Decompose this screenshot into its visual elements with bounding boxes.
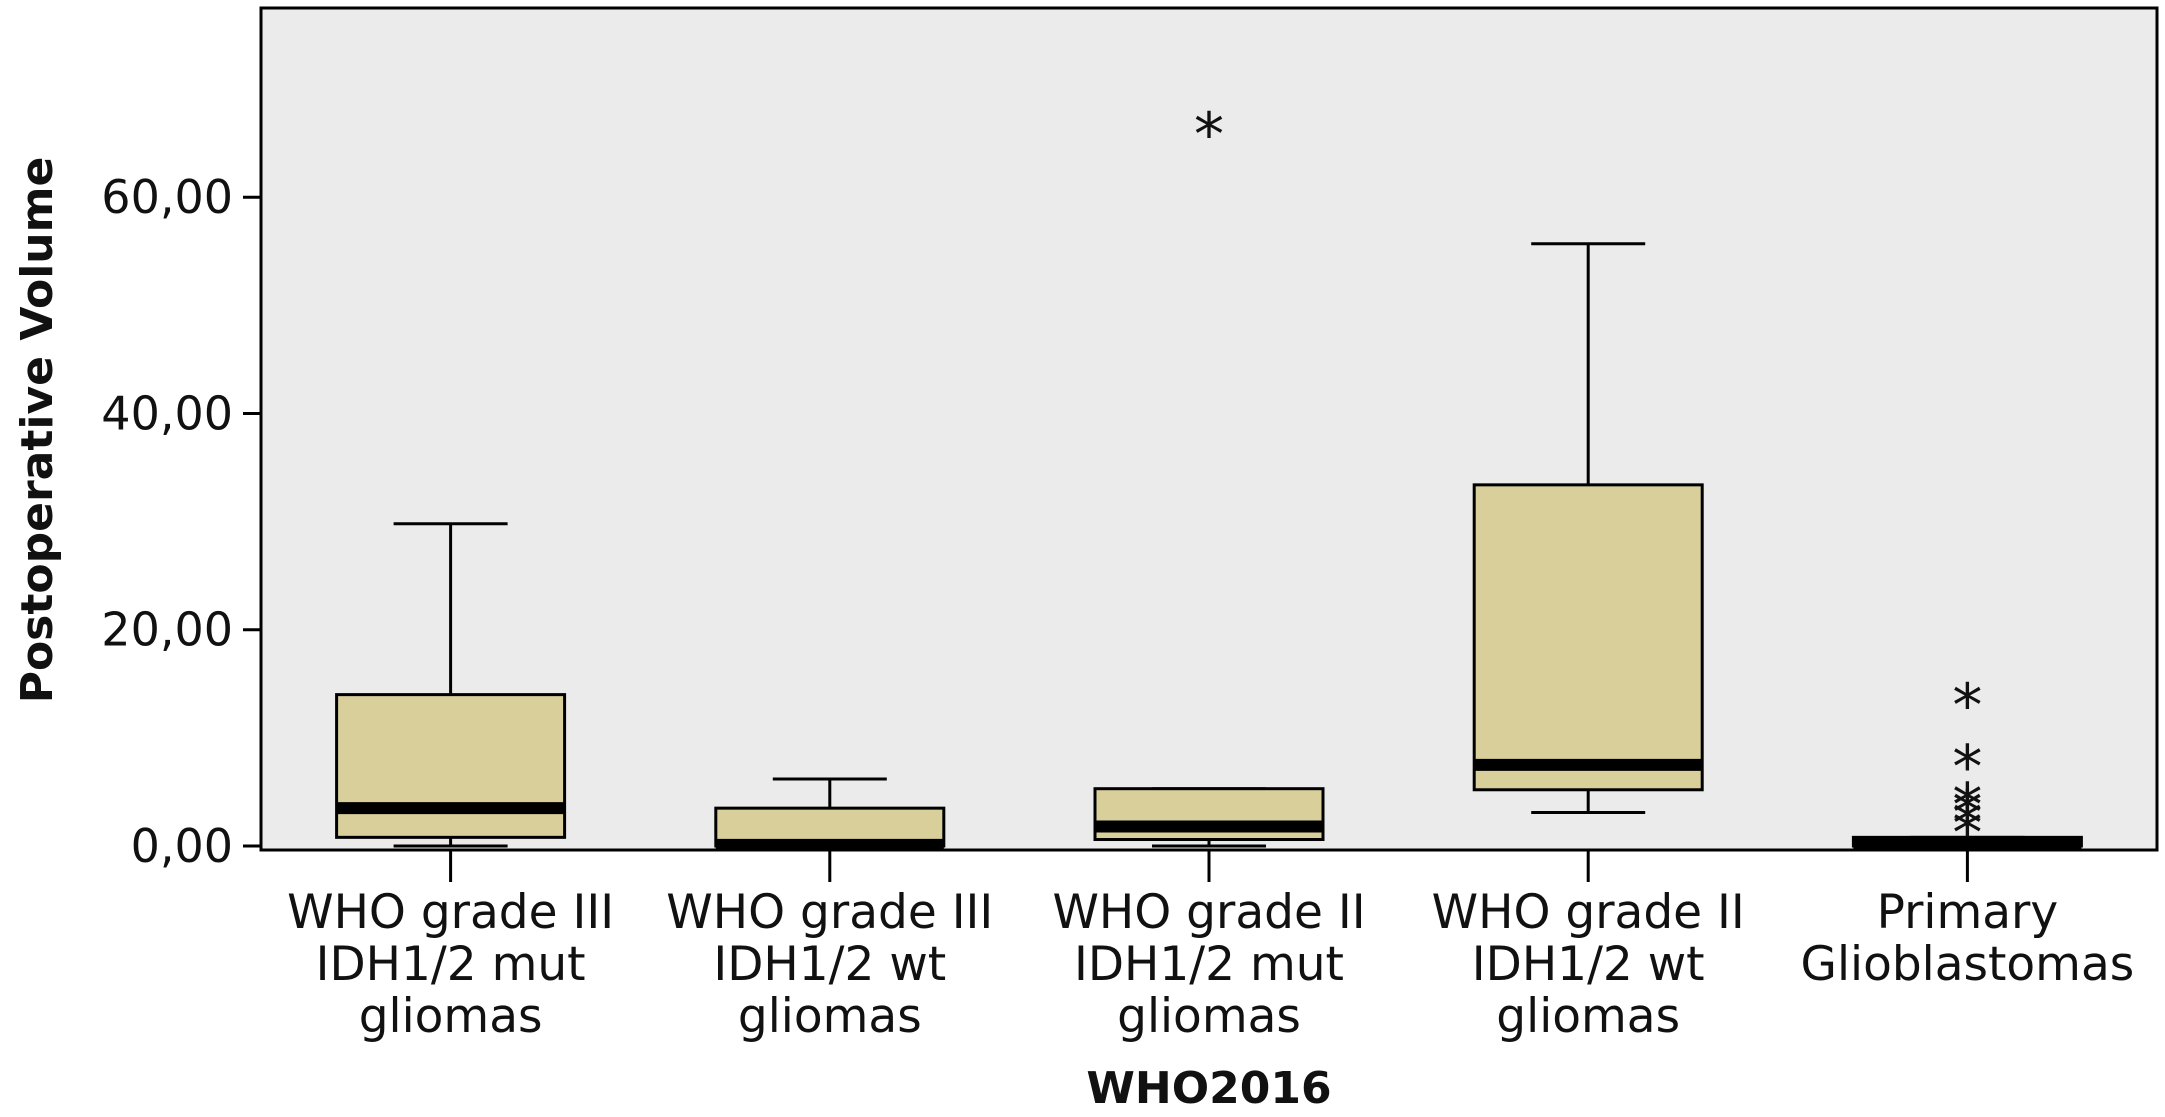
- box: [1472, 483, 1704, 792]
- plot-background: [259, 6, 2159, 852]
- x-category-label: Glioblastomas: [1801, 937, 2135, 992]
- x-category-label: WHO grade II: [1432, 885, 1745, 940]
- box: [335, 693, 567, 839]
- y-tick-label: 0,00: [131, 819, 233, 873]
- outlier-marker: *: [1952, 671, 1982, 741]
- outlier-marker: *: [1952, 778, 1982, 848]
- x-category-label: WHO grade II: [1052, 885, 1365, 940]
- outlier-marker: *: [1194, 100, 1224, 170]
- outlier-marker: *: [1952, 789, 1982, 859]
- x-category-label: IDH1/2 mut: [1074, 937, 1344, 992]
- y-axis-title: Postoperative Volume: [12, 157, 63, 704]
- outlier-marker: *: [1952, 771, 1982, 841]
- x-category-label: WHO grade III: [666, 885, 993, 940]
- x-category-label: IDH1/2 wt: [1472, 937, 1705, 992]
- y-tick-label: 60,00: [101, 170, 233, 224]
- x-category-label: WHO grade III: [287, 885, 614, 940]
- x-category-label: gliomas: [738, 989, 922, 1044]
- x-category-label: gliomas: [1496, 989, 1680, 1044]
- x-category-label: Primary: [1877, 885, 2059, 940]
- outlier-marker: *: [1952, 733, 1982, 803]
- x-category-label: gliomas: [1117, 989, 1301, 1044]
- y-tick-label: 20,00: [101, 603, 233, 657]
- x-category-label: IDH1/2 mut: [316, 937, 586, 992]
- y-tick-label: 40,00: [101, 386, 233, 440]
- x-category-label: IDH1/2 wt: [713, 937, 946, 992]
- x-category-label: gliomas: [359, 989, 543, 1044]
- x-axis-title: WHO2016: [1086, 1063, 1331, 1114]
